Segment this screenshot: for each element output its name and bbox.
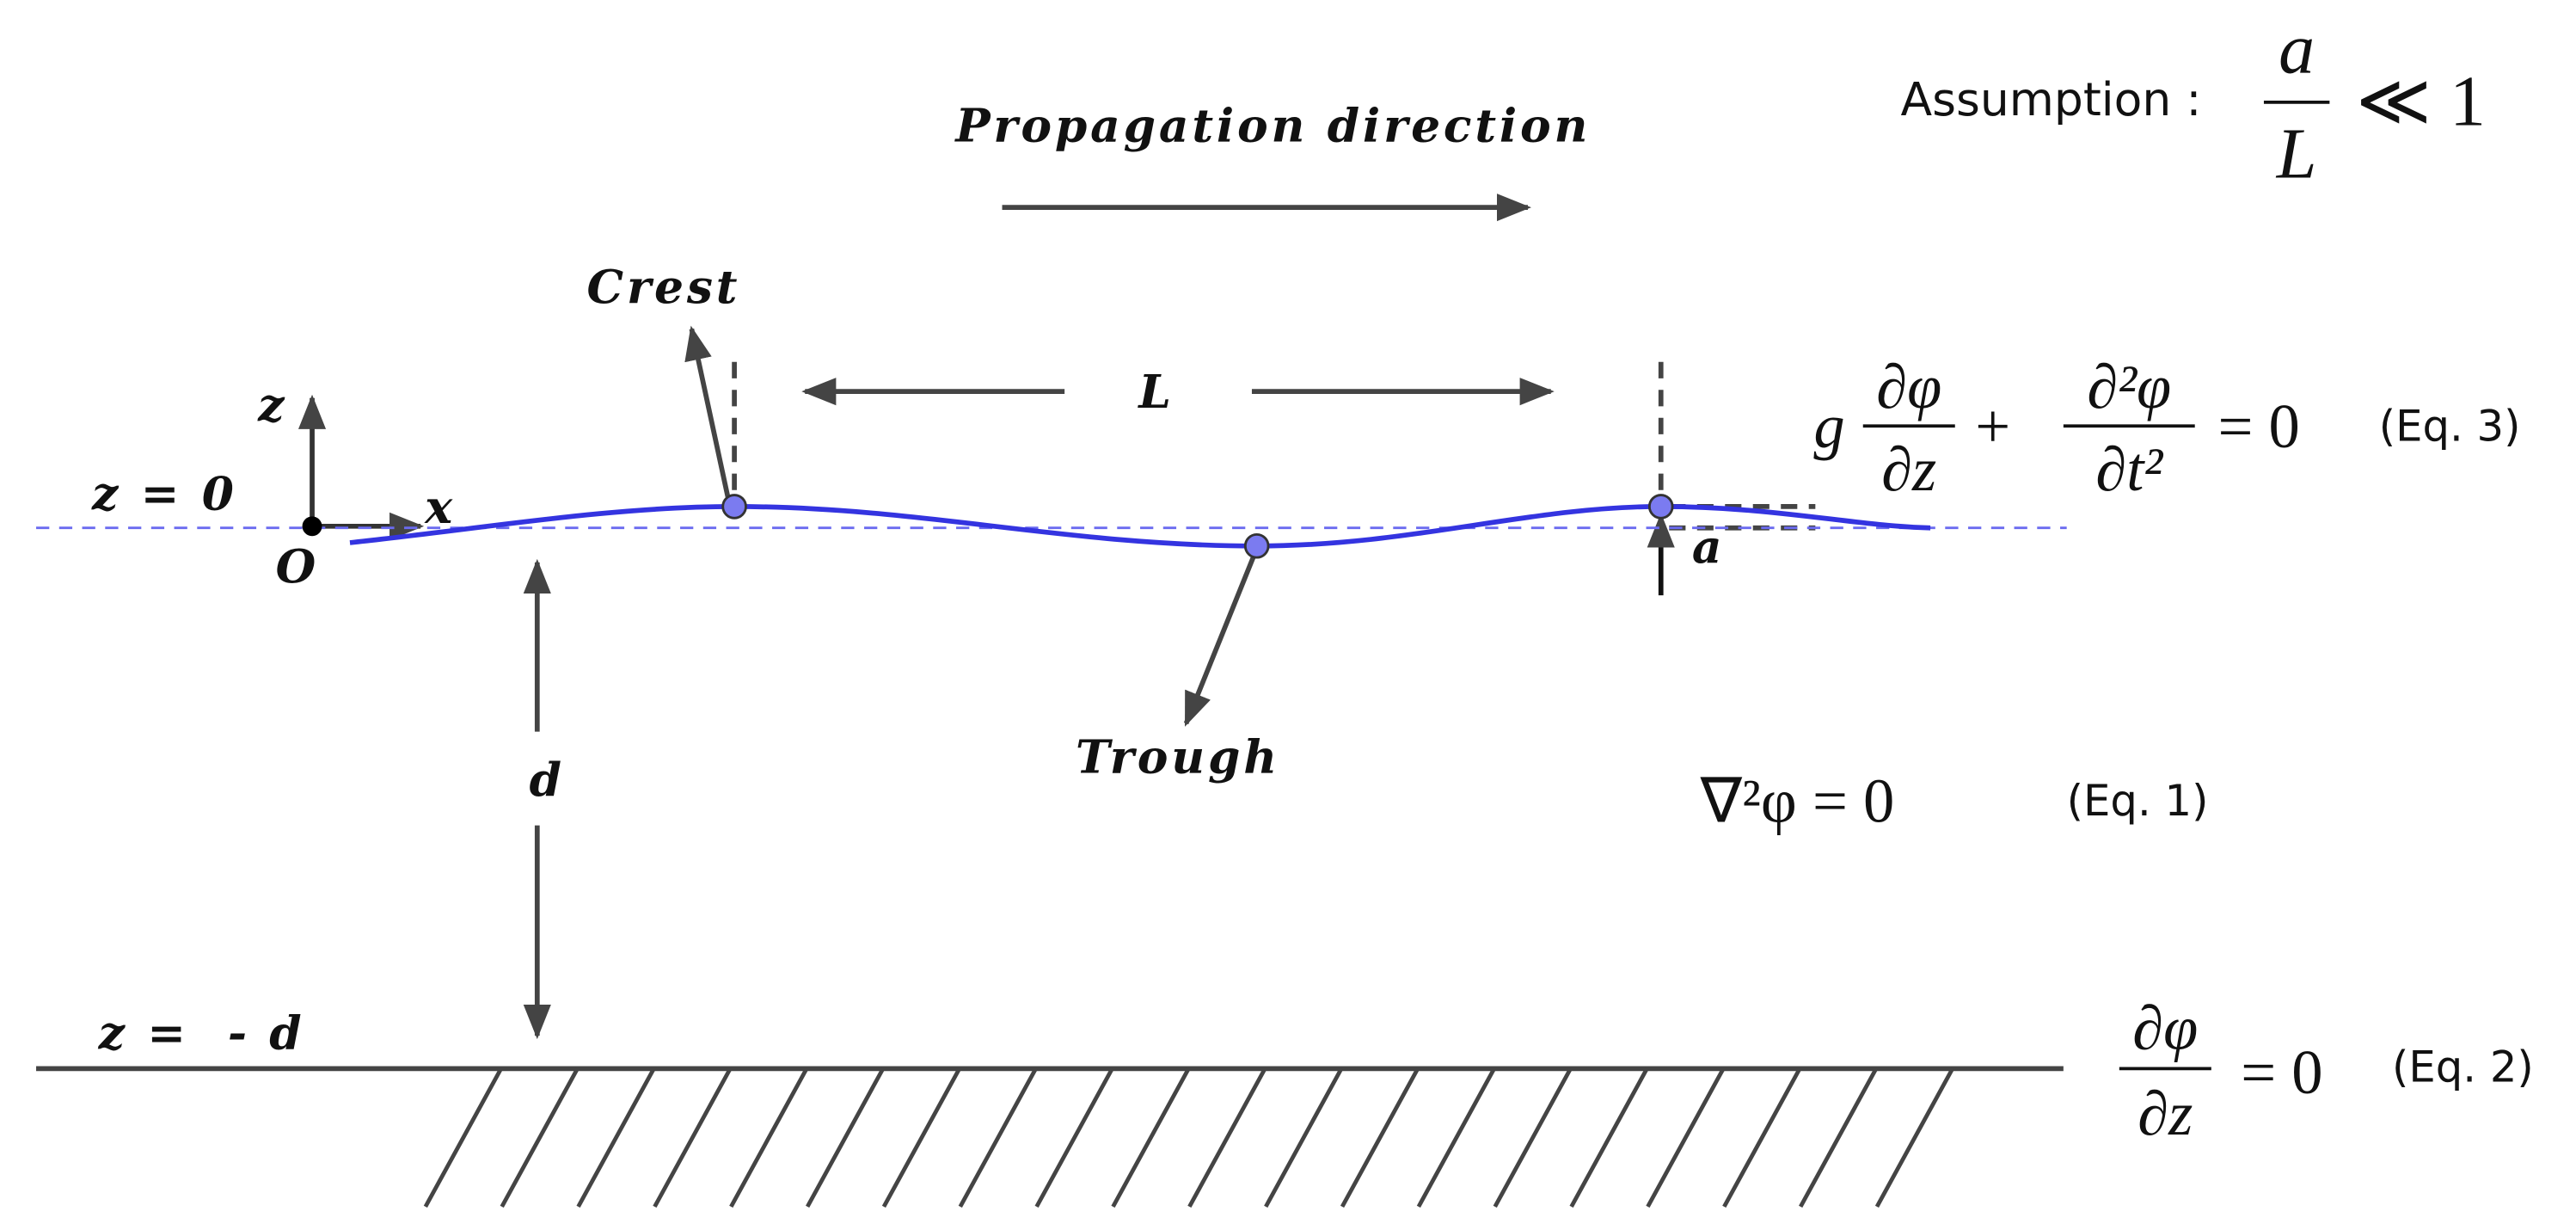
crest-pointer	[684, 325, 731, 498]
wavelength-label: L	[1137, 365, 1174, 419]
hatch-line	[1034, 1067, 1114, 1208]
hatch-line	[1416, 1067, 1496, 1208]
eq3-coefficient: g	[1813, 391, 1844, 461]
hatch-line	[1722, 1067, 1802, 1208]
eq2-tag: (Eq. 2)	[2392, 1042, 2534, 1092]
hatch-line	[881, 1067, 961, 1208]
eq3-denominator2: ∂t²	[2095, 434, 2163, 504]
eq3-tag: (Eq. 3)	[2379, 401, 2521, 451]
depth-label: d	[530, 753, 565, 807]
hatch-line	[806, 1067, 886, 1208]
trough-pointer	[1183, 551, 1258, 727]
assumption-numerator: a	[2279, 9, 2315, 89]
assumption-label: Assumption :	[1901, 72, 2202, 126]
wave-surface	[349, 504, 1931, 549]
assumption-relation: ≪ 1	[2356, 62, 2486, 142]
hatch-line	[423, 1067, 503, 1208]
eq3-numerator1: ∂φ	[1876, 352, 1941, 421]
hatch-line	[958, 1067, 1038, 1208]
layout	[36, 194, 2064, 1208]
hatch-line	[500, 1067, 580, 1208]
origin-label: O	[276, 539, 319, 593]
eq3-numerator2: ∂²φ	[2087, 352, 2171, 421]
hatch-line	[1646, 1067, 1726, 1208]
hatch-line	[1493, 1067, 1573, 1208]
hatch-line	[1187, 1067, 1267, 1208]
origin-point	[302, 516, 322, 537]
bottom-label: z = - d	[98, 1006, 305, 1060]
surface-label: z = 0	[91, 467, 237, 521]
amplitude-label: a	[1692, 520, 1726, 574]
eq1-tag: (Eq. 1)	[2067, 776, 2209, 826]
hatch-line	[1111, 1067, 1191, 1208]
eq2-rest: = 0	[2241, 1037, 2322, 1107]
hatch-line	[1340, 1067, 1420, 1208]
hatch-line	[576, 1067, 656, 1208]
trough-label: Trough	[1076, 729, 1280, 784]
z-label: z	[257, 378, 287, 433]
eq3-denominator1: ∂z	[1881, 434, 1936, 504]
hatch-line	[1874, 1067, 1954, 1208]
hatch-line	[729, 1067, 809, 1208]
eq3-operator: +	[1975, 391, 2010, 461]
hatch-line	[1264, 1067, 1344, 1208]
x-label: x	[424, 480, 456, 534]
title: Propagation direction	[954, 99, 1591, 153]
assumption-denominator: L	[2276, 114, 2317, 194]
eq2-denominator: ∂z	[2137, 1079, 2193, 1148]
crest-point-right	[1647, 494, 1674, 520]
eq2-numerator: ∂φ	[2132, 993, 2198, 1062]
hatch-line	[1569, 1067, 1649, 1208]
trough-point	[1243, 532, 1270, 559]
crest-label: Crest	[587, 260, 741, 314]
eq3-rest: = 0	[2217, 391, 2299, 461]
crest-point	[721, 494, 747, 520]
hatch-line	[653, 1067, 733, 1208]
hatch-line	[1799, 1067, 1879, 1208]
bed-hatching	[423, 1067, 1954, 1208]
eq1-expression: ∇²φ = 0	[1700, 766, 1895, 836]
